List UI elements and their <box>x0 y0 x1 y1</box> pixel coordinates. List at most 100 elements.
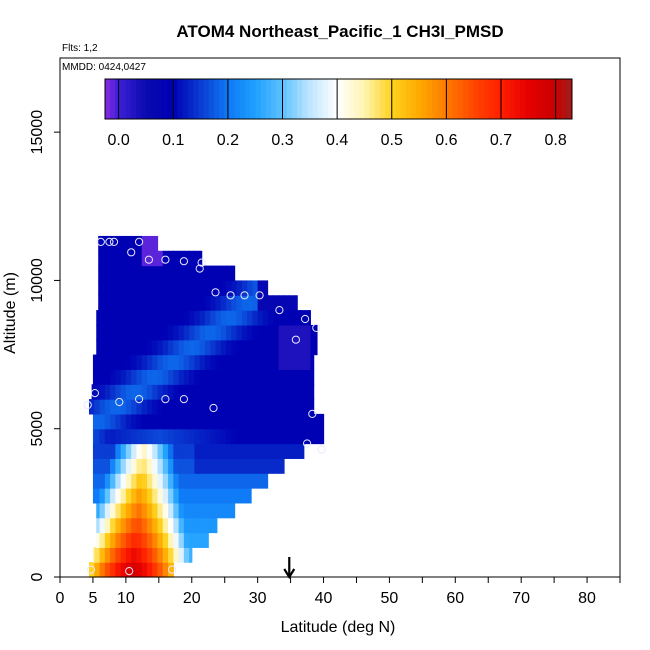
heatmap-cell <box>157 413 164 430</box>
heatmap-cell <box>125 413 132 430</box>
heatmap-cell <box>120 280 127 296</box>
heatmap-cell <box>226 339 232 356</box>
heatmap-cell <box>146 310 153 326</box>
heatmap-cell <box>120 265 127 282</box>
heatmap-cell <box>131 443 138 459</box>
sample-point <box>301 314 310 324</box>
heatmap-cell <box>268 428 275 445</box>
heatmap-cell <box>220 458 227 474</box>
heatmap-cell <box>252 413 259 430</box>
colorbar-segment <box>151 79 158 119</box>
colorbar-segment <box>234 79 241 119</box>
heatmap-cell <box>178 339 185 356</box>
colorbar-segment <box>380 79 386 119</box>
heatmap-cell <box>220 295 227 311</box>
heatmap-cell <box>141 458 148 474</box>
heatmap-cell <box>247 413 253 430</box>
heatmap-cell <box>183 547 190 563</box>
heatmap-cell <box>162 532 169 548</box>
heatmap-cell <box>278 339 285 356</box>
heatmap-cell <box>152 369 159 385</box>
heatmap-cell <box>226 384 232 400</box>
heatmap-cell <box>115 324 122 341</box>
heatmap-cell <box>183 280 190 296</box>
heatmap-cell <box>110 295 116 311</box>
heatmap-cell <box>194 532 201 548</box>
heatmap-cell <box>168 295 174 311</box>
heatmap-cell <box>268 295 275 311</box>
heatmap-cell <box>110 473 116 489</box>
sample-point <box>90 389 100 398</box>
heatmap-cell <box>231 502 236 519</box>
heatmap-cell <box>199 502 206 519</box>
heatmap-cell <box>199 354 206 370</box>
heatmap-cell <box>310 324 317 341</box>
heatmap-cell <box>268 324 275 341</box>
heatmap-cell <box>215 428 222 445</box>
heatmap-cell <box>115 280 122 296</box>
heatmap-cell <box>189 458 195 474</box>
heatmap-cell <box>189 384 195 400</box>
heatmap-cell <box>278 324 285 341</box>
colorbar-segment <box>276 79 282 119</box>
heatmap-cell <box>199 384 206 400</box>
heatmap-cell <box>199 473 206 489</box>
heatmap-cell <box>99 235 106 252</box>
heatmap-cell <box>141 562 148 578</box>
heatmap-cell <box>136 339 143 356</box>
heatmap-cell <box>289 413 296 430</box>
heatmap-cell <box>125 502 132 519</box>
heatmap-cell <box>115 399 122 415</box>
heatmap-cell <box>131 473 138 489</box>
colorbar-tick-label: 0.5 <box>381 132 403 149</box>
heatmap-cell <box>247 339 253 356</box>
heatmap-cell <box>168 443 174 459</box>
heatmap-cell <box>305 324 311 341</box>
heatmap-cell <box>173 369 180 385</box>
heatmap-cell <box>99 473 106 489</box>
heatmap-cell <box>194 265 201 282</box>
heatmap-cell <box>210 473 217 489</box>
heatmap-cell <box>204 428 211 445</box>
heatmap-cell <box>183 473 190 489</box>
heatmap-cell <box>157 428 164 445</box>
heatmap-cell <box>173 443 180 459</box>
heatmap-cell <box>284 443 290 459</box>
colorbar-segment <box>437 79 443 119</box>
heatmap-cell <box>115 384 122 400</box>
heatmap-cell <box>173 399 180 415</box>
heatmap-cell <box>131 339 138 356</box>
heatmap-cell <box>115 413 122 430</box>
heatmap-cell <box>136 443 143 459</box>
heatmap-cell <box>120 547 127 563</box>
heatmap-cell <box>146 562 153 578</box>
colorbar-segment <box>156 79 163 119</box>
heatmap-cell <box>146 413 153 430</box>
heatmap-cell <box>278 413 285 430</box>
heatmap-cell <box>96 502 101 519</box>
sample-point <box>96 237 105 246</box>
colorbar-segment <box>535 79 542 119</box>
heatmap-cell <box>305 413 311 430</box>
heatmap-cell <box>152 399 159 415</box>
heatmap-cell <box>146 532 153 548</box>
colorbar-segment <box>390 79 397 119</box>
heatmap-cell <box>194 324 201 341</box>
heatmap-cell <box>262 413 269 430</box>
heatmap-cell <box>115 295 122 311</box>
heatmap-cell <box>168 502 174 519</box>
heatmap-cell <box>99 280 106 296</box>
heatmap-cell <box>173 310 180 326</box>
heatmap-cell <box>220 280 227 296</box>
heatmap-cell <box>204 339 211 356</box>
heatmap-cell <box>115 235 122 252</box>
heatmap-cell <box>226 399 232 415</box>
heatmap-cell <box>99 443 106 459</box>
heatmap-cell <box>252 324 259 341</box>
heatmap-cell <box>115 310 122 326</box>
heatmap-cell <box>220 473 227 489</box>
sample-point <box>317 445 326 454</box>
heatmap-cell <box>152 295 159 311</box>
heatmap-cell <box>220 413 227 430</box>
x-tick-label: 70 <box>512 590 530 607</box>
